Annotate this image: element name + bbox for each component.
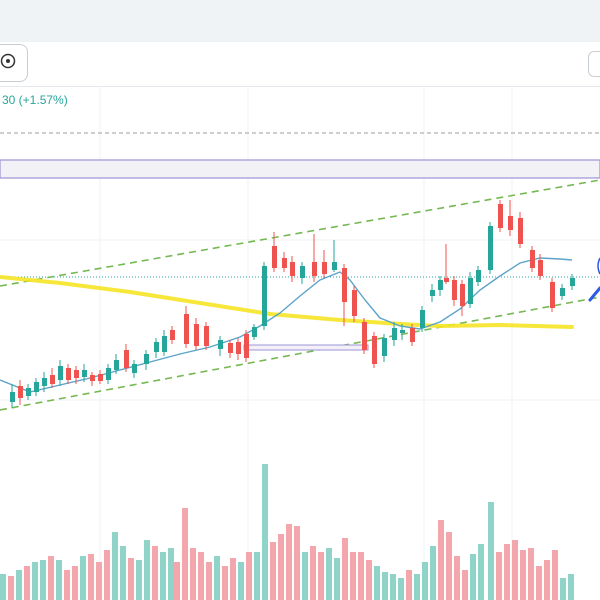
channel-lower-line[interactable] xyxy=(0,296,600,411)
chart-toolbar xyxy=(0,42,600,87)
eye-icon xyxy=(0,52,17,75)
channel-upper-line[interactable] xyxy=(0,179,600,287)
chart-tool-button[interactable] xyxy=(0,44,28,82)
moving-average-line xyxy=(0,257,573,393)
trend-arrow[interactable] xyxy=(588,286,600,302)
price-range-band[interactable] xyxy=(0,159,600,179)
candlesticks[interactable] xyxy=(10,200,575,408)
edge-indicator-arc xyxy=(597,257,600,275)
support-curve[interactable] xyxy=(0,275,574,329)
price-change: 30 (+1.57%) xyxy=(2,93,68,107)
range-marker[interactable] xyxy=(243,344,369,351)
price-chart[interactable] xyxy=(0,86,600,600)
toolbar-right-button[interactable] xyxy=(588,51,600,77)
volume-bars xyxy=(0,464,574,600)
top-bar xyxy=(0,0,600,43)
